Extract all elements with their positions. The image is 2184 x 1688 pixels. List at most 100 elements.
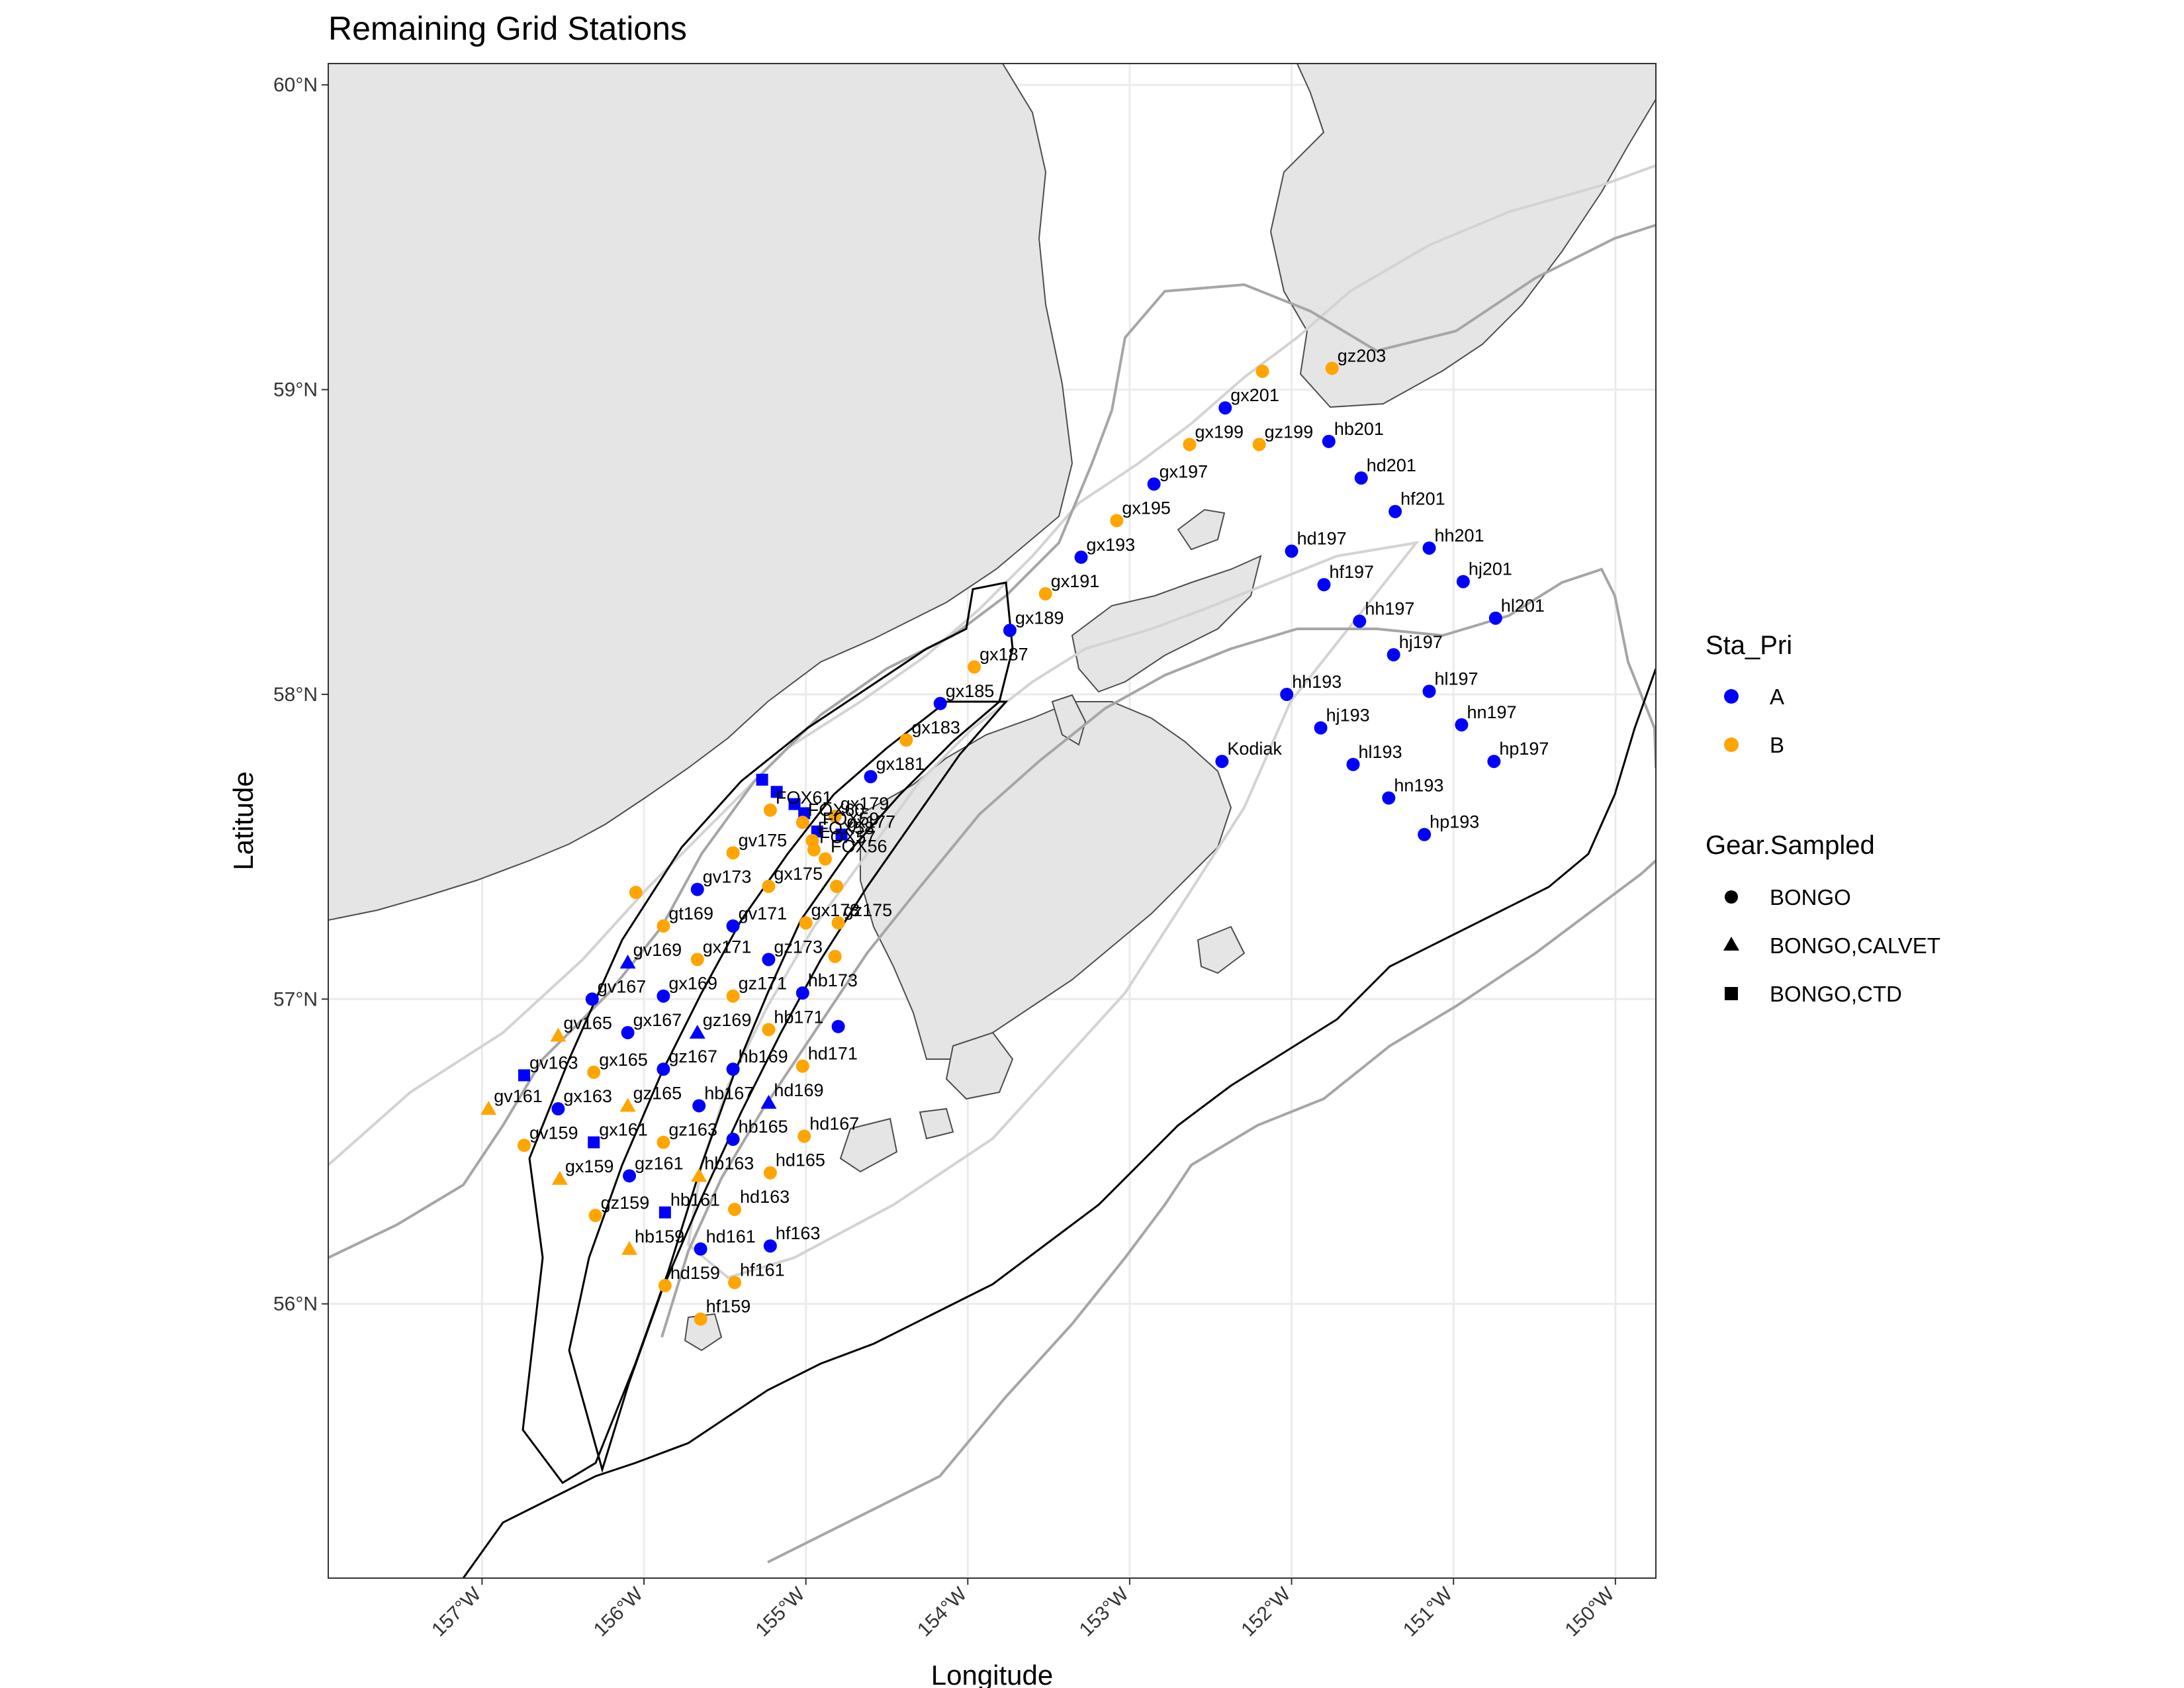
station-marker[interactable]: [588, 1136, 600, 1149]
station-marker[interactable]: [619, 955, 636, 969]
station-marker[interactable]: [762, 1023, 776, 1037]
station-marker[interactable]: [1456, 575, 1470, 588]
station-marker[interactable]: [691, 1168, 707, 1182]
station-marker[interactable]: [1215, 755, 1229, 769]
station-marker[interactable]: [796, 1059, 809, 1073]
station-marker[interactable]: [657, 989, 670, 1003]
station-marker[interactable]: [796, 986, 809, 1000]
station-label: hb201: [1334, 419, 1384, 439]
station-marker[interactable]: [690, 953, 704, 966]
station-marker[interactable]: [763, 1239, 777, 1253]
station-marker[interactable]: [551, 1170, 568, 1185]
station-marker[interactable]: [1218, 401, 1232, 415]
station-marker[interactable]: [864, 770, 878, 784]
station-marker[interactable]: [659, 1206, 671, 1219]
station-marker[interactable]: [1317, 578, 1331, 592]
station-label: gx191: [1051, 571, 1100, 591]
station-marker[interactable]: [797, 1129, 811, 1143]
station-marker[interactable]: [831, 916, 845, 930]
station-marker[interactable]: [1422, 684, 1436, 698]
station-marker[interactable]: [819, 852, 833, 866]
station-marker[interactable]: [623, 1169, 637, 1183]
station-marker[interactable]: [726, 1062, 740, 1076]
station-marker[interactable]: [657, 1062, 670, 1076]
station-marker[interactable]: [1487, 755, 1501, 769]
station-marker[interactable]: [1285, 544, 1298, 558]
station-marker[interactable]: [619, 1098, 636, 1112]
station-marker[interactable]: [690, 882, 704, 896]
station-marker[interactable]: [658, 1279, 672, 1293]
station-marker[interactable]: [588, 1209, 602, 1223]
station-marker[interactable]: [788, 798, 801, 810]
station-marker[interactable]: [550, 1027, 567, 1042]
station-marker[interactable]: [933, 696, 947, 710]
station-marker[interactable]: [728, 1202, 742, 1216]
station-marker[interactable]: [763, 1166, 777, 1180]
station-marker[interactable]: [726, 1133, 740, 1147]
station-marker[interactable]: [1183, 438, 1197, 451]
station-marker[interactable]: [1038, 587, 1052, 601]
station-marker[interactable]: [657, 1135, 670, 1149]
station-marker[interactable]: [762, 953, 776, 966]
station-label: hp193: [1430, 812, 1479, 832]
station-marker[interactable]: [692, 1099, 706, 1113]
station-marker[interactable]: [1147, 477, 1161, 491]
station-marker[interactable]: [1280, 687, 1294, 701]
station-marker[interactable]: [796, 816, 809, 829]
station-label: gx159: [565, 1156, 614, 1176]
station-marker[interactable]: [1252, 438, 1266, 451]
station-marker[interactable]: [760, 1094, 777, 1109]
station-marker[interactable]: [830, 879, 844, 893]
station-marker[interactable]: [828, 949, 842, 963]
station-marker[interactable]: [1255, 364, 1269, 378]
station-marker[interactable]: [689, 1024, 705, 1039]
station-label: gx175: [774, 864, 823, 884]
station-marker[interactable]: [621, 1241, 638, 1255]
station-marker[interactable]: [480, 1101, 497, 1115]
station-marker[interactable]: [1382, 791, 1396, 805]
station-marker[interactable]: [1488, 611, 1502, 625]
station-marker[interactable]: [1455, 718, 1469, 731]
station-marker[interactable]: [1003, 624, 1017, 637]
station-marker[interactable]: [763, 803, 777, 817]
station-marker[interactable]: [1388, 504, 1402, 518]
station-marker[interactable]: [518, 1139, 531, 1152]
station-marker[interactable]: [1353, 614, 1367, 628]
station-marker[interactable]: [770, 786, 783, 798]
station-marker[interactable]: [694, 1242, 707, 1256]
station-marker[interactable]: [899, 733, 913, 747]
station-marker[interactable]: [1422, 541, 1436, 555]
station-marker[interactable]: [587, 1065, 601, 1079]
legend-label-bongo-ctd: BONGO,CTD: [1770, 982, 1902, 1006]
station-marker[interactable]: [726, 846, 740, 860]
station-marker[interactable]: [621, 1025, 635, 1039]
station-marker[interactable]: [968, 660, 981, 674]
station-marker[interactable]: [835, 828, 848, 841]
station-marker[interactable]: [726, 989, 740, 1003]
station-marker[interactable]: [807, 843, 821, 857]
station-marker[interactable]: [585, 992, 599, 1006]
y-tick-label: 56°N: [273, 1293, 318, 1315]
station-marker[interactable]: [762, 879, 776, 893]
station-marker[interactable]: [799, 916, 813, 930]
station-marker[interactable]: [1322, 434, 1336, 448]
station-marker[interactable]: [518, 1069, 531, 1082]
station-marker[interactable]: [1387, 648, 1400, 662]
station-marker[interactable]: [694, 1312, 707, 1326]
station-marker[interactable]: [1325, 361, 1339, 375]
station-marker[interactable]: [657, 919, 670, 933]
station-marker[interactable]: [828, 810, 842, 823]
station-marker[interactable]: [1346, 757, 1360, 771]
station-marker[interactable]: [726, 919, 740, 933]
station-marker[interactable]: [1074, 550, 1088, 564]
station-marker[interactable]: [1354, 471, 1368, 485]
station-marker[interactable]: [551, 1102, 565, 1116]
station-marker[interactable]: [1314, 721, 1328, 735]
station-label: hf163: [776, 1223, 821, 1243]
station-marker[interactable]: [1418, 827, 1432, 841]
station-marker[interactable]: [831, 1019, 845, 1033]
station-marker[interactable]: [728, 1276, 742, 1289]
station-marker[interactable]: [756, 773, 768, 786]
station-marker[interactable]: [1110, 514, 1124, 528]
station-marker[interactable]: [629, 886, 643, 900]
